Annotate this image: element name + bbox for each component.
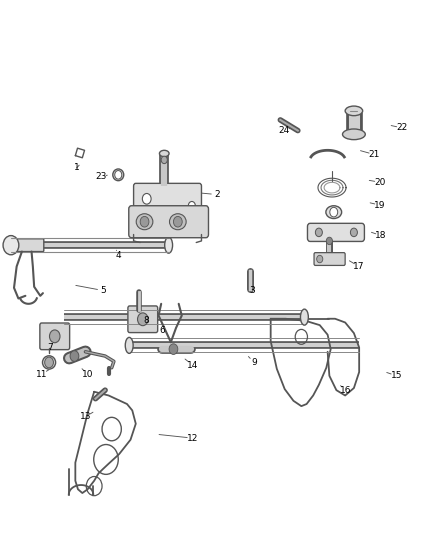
- Ellipse shape: [300, 309, 308, 325]
- Ellipse shape: [345, 106, 363, 116]
- Circle shape: [169, 344, 178, 354]
- Circle shape: [3, 236, 19, 255]
- FancyBboxPatch shape: [128, 306, 158, 333]
- Circle shape: [140, 216, 149, 227]
- Text: 1: 1: [74, 164, 80, 172]
- Text: 19: 19: [374, 201, 386, 209]
- Text: 16: 16: [340, 386, 352, 394]
- Text: 13: 13: [80, 413, 91, 421]
- Text: 24: 24: [278, 126, 290, 135]
- Text: 9: 9: [251, 358, 257, 367]
- Circle shape: [161, 156, 167, 164]
- Circle shape: [326, 237, 332, 245]
- FancyBboxPatch shape: [314, 253, 345, 265]
- Text: 21: 21: [369, 150, 380, 159]
- FancyBboxPatch shape: [40, 323, 70, 350]
- Circle shape: [173, 216, 182, 227]
- Text: 15: 15: [391, 372, 402, 380]
- Circle shape: [70, 351, 79, 361]
- Circle shape: [350, 228, 357, 237]
- Circle shape: [142, 193, 151, 204]
- Text: 18: 18: [375, 231, 387, 240]
- Text: 6: 6: [159, 326, 165, 335]
- Ellipse shape: [125, 337, 133, 353]
- Circle shape: [45, 357, 53, 368]
- Ellipse shape: [170, 214, 186, 230]
- FancyBboxPatch shape: [307, 223, 364, 241]
- Text: 12: 12: [187, 434, 198, 442]
- Ellipse shape: [159, 150, 169, 157]
- Circle shape: [138, 313, 148, 326]
- Text: 5: 5: [100, 286, 106, 295]
- FancyBboxPatch shape: [134, 183, 201, 214]
- Circle shape: [188, 201, 195, 210]
- Ellipse shape: [326, 206, 342, 219]
- Text: 4: 4: [116, 252, 121, 260]
- Text: 11: 11: [36, 370, 47, 378]
- Circle shape: [330, 207, 338, 217]
- Text: 22: 22: [396, 124, 408, 132]
- Text: 10: 10: [82, 370, 93, 378]
- Circle shape: [49, 330, 60, 343]
- Ellipse shape: [343, 129, 365, 140]
- Ellipse shape: [113, 169, 124, 181]
- Ellipse shape: [165, 237, 173, 253]
- Text: 3: 3: [249, 286, 255, 295]
- Ellipse shape: [136, 214, 153, 230]
- Circle shape: [317, 255, 323, 263]
- FancyBboxPatch shape: [16, 239, 44, 252]
- Circle shape: [115, 171, 122, 179]
- Text: 2: 2: [214, 190, 219, 199]
- Text: 7: 7: [47, 343, 53, 352]
- Text: 8: 8: [144, 317, 150, 325]
- Text: 14: 14: [187, 361, 198, 369]
- Circle shape: [315, 228, 322, 237]
- FancyBboxPatch shape: [129, 206, 208, 238]
- Text: 20: 20: [374, 178, 386, 187]
- Text: 23: 23: [95, 173, 106, 181]
- Ellipse shape: [42, 356, 56, 369]
- Text: 17: 17: [353, 262, 365, 271]
